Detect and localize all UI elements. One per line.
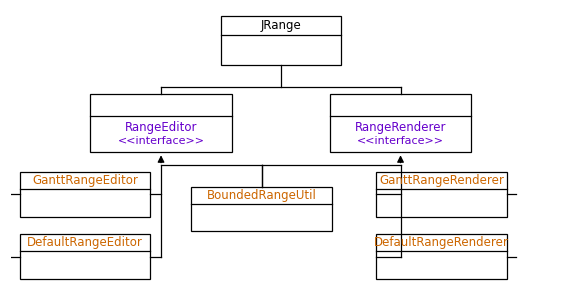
Bar <box>376 234 507 279</box>
Text: BoundedRangeUtil: BoundedRangeUtil <box>207 188 316 201</box>
Bar <box>221 16 341 66</box>
Bar <box>90 95 232 153</box>
Text: <<interface>>: <<interface>> <box>117 136 205 146</box>
Text: JRange: JRange <box>260 19 301 32</box>
Bar <box>19 234 150 279</box>
Text: <<interface>>: <<interface>> <box>357 136 444 146</box>
Text: DefaultRangeEditor: DefaultRangeEditor <box>27 236 143 249</box>
Text: DefaultRangeRenderer: DefaultRangeRenderer <box>374 236 509 249</box>
Text: GanttRangeRenderer: GanttRangeRenderer <box>379 174 504 187</box>
Text: GanttRangeEditor: GanttRangeEditor <box>32 174 138 187</box>
Text: RangeEditor: RangeEditor <box>125 121 197 134</box>
Text: RangeRenderer: RangeRenderer <box>355 121 446 134</box>
Bar <box>191 187 332 231</box>
Bar <box>330 95 471 153</box>
Bar <box>376 172 507 217</box>
Bar <box>19 172 150 217</box>
